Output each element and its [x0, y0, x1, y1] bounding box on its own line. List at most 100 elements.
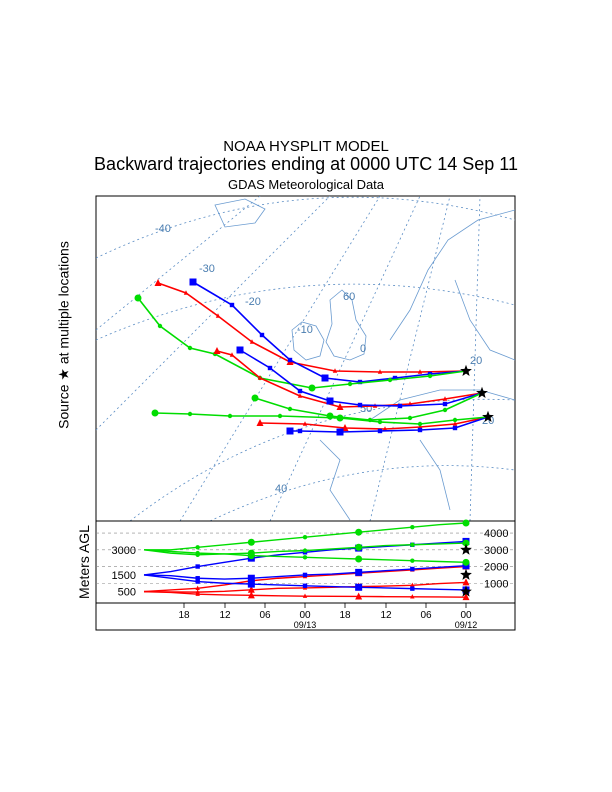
- coastline-iberia: [319, 439, 351, 521]
- trajectory-point: [355, 543, 363, 551]
- trajectory-point: [442, 407, 448, 413]
- time-axis-tick-label: 12: [380, 610, 392, 621]
- trajectory-point: [287, 406, 293, 412]
- trajectory-point: [442, 401, 448, 407]
- coastline-scandinavia: [389, 209, 515, 341]
- trajectory-point: [332, 368, 338, 373]
- time-axis-tick-label: 18: [178, 610, 190, 621]
- graticule-label: -20: [245, 296, 261, 308]
- trajectory-point: [357, 402, 363, 408]
- trajectory-point: [195, 585, 200, 590]
- trajectory-point: [277, 413, 283, 419]
- graticule-label: 0: [360, 343, 366, 355]
- trajectory-point: [407, 401, 413, 406]
- trajectory-point: [256, 419, 264, 426]
- data-source-title: GDAS Meteorological Data: [227, 177, 385, 192]
- trajectory-point: [392, 375, 398, 381]
- graticule-label: 60: [343, 291, 355, 303]
- graticule-lon-line: [369, 196, 451, 521]
- trajectory-point: [355, 555, 363, 563]
- trajectory-point: [410, 594, 415, 599]
- trajectory-point: [302, 555, 308, 560]
- coastline-continent: [369, 389, 515, 421]
- trajectory-point: [302, 583, 308, 588]
- graticule-label: 40: [275, 483, 287, 495]
- time-axis-frame: [95, 602, 516, 631]
- trajectory-point: [286, 427, 294, 435]
- trajectory-point: [462, 519, 470, 527]
- trajectory-point: [236, 346, 244, 354]
- trajectory-point: [462, 539, 470, 547]
- trajectory-point: [347, 381, 353, 387]
- trajectory-point: [410, 582, 415, 587]
- source-star-icon: [460, 543, 472, 555]
- trajectory-point: [336, 428, 344, 436]
- time-axis-tick-label: 06: [259, 610, 271, 621]
- trajectory-point: [377, 369, 383, 374]
- trajectory-point: [195, 579, 200, 584]
- profile-right-axis: 4000 3000 2000 1000: [484, 528, 508, 590]
- trajectory-point: [229, 352, 235, 357]
- trajectory-point: [417, 421, 423, 427]
- trajectory-point: [410, 566, 415, 572]
- right-axis-label: 2000: [484, 562, 508, 574]
- graticule-lat-line: [209, 465, 515, 521]
- trajectory-point: [462, 578, 470, 586]
- trajectory-point: [321, 374, 329, 382]
- time-axis-tick-label: 18: [339, 610, 351, 621]
- coastline-italy: [419, 439, 451, 511]
- source-star-icon: [460, 364, 472, 376]
- trajectory-point: [452, 425, 458, 431]
- source-star-icon: [460, 585, 472, 597]
- trajectory-point: [407, 415, 413, 421]
- coastline-ireland: [291, 321, 325, 361]
- trajectory-point: [247, 574, 255, 582]
- trajectory-point: [355, 528, 363, 536]
- left-axis-label: 1500: [112, 570, 136, 582]
- coastline-baltic: [454, 279, 515, 361]
- trajectory-point: [452, 421, 458, 426]
- graticule-label: 20: [470, 355, 482, 367]
- profile-left-axis: 3000 1500 500: [112, 545, 136, 599]
- time-axis-tick-label: 12: [219, 610, 231, 621]
- trajectory-point: [410, 524, 415, 530]
- profile-trajectories: [143, 519, 472, 601]
- trajectory-point: [213, 347, 221, 354]
- trajectory-point: [417, 369, 423, 374]
- trajectory-point: [297, 393, 303, 398]
- trajectory-point: [195, 591, 200, 596]
- trajectory-point: [417, 424, 423, 429]
- trajectory-point: [302, 421, 308, 426]
- trajectory-point: [377, 419, 383, 425]
- trajectory-point: [259, 332, 265, 338]
- coastline-iceland: [214, 198, 266, 228]
- map-trajectory-line: [239, 349, 483, 407]
- trajectory-point: [195, 550, 200, 556]
- time-axis-tick-label: 00: [460, 610, 472, 621]
- right-axis-label: 3000: [484, 545, 508, 557]
- trajectory-point: [257, 375, 263, 380]
- trajectory-point: [442, 396, 448, 401]
- trajectory-point: [151, 409, 159, 417]
- trajectory-point: [462, 558, 470, 566]
- time-axis-date-label: 09/12: [455, 620, 478, 630]
- left-axis-label: 3000: [112, 545, 136, 557]
- map-trajectory-line: [137, 297, 467, 389]
- source-star-icon: [460, 568, 472, 580]
- map-frame: [95, 195, 516, 522]
- trajectory-point: [308, 384, 316, 392]
- trajectory-point: [302, 535, 308, 540]
- trajectory-point: [189, 278, 197, 286]
- trajectory-point: [249, 339, 255, 344]
- graticule-lon-line: [469, 196, 481, 521]
- model-title: NOAA HYSPLIT MODEL: [223, 138, 389, 155]
- trajectory-point: [134, 294, 142, 302]
- trajectory-point: [355, 568, 363, 576]
- trajectory-point: [297, 428, 303, 434]
- trajectory-point: [410, 586, 415, 591]
- graticule-lon-line: [96, 196, 261, 331]
- trajectory-point: [382, 426, 388, 431]
